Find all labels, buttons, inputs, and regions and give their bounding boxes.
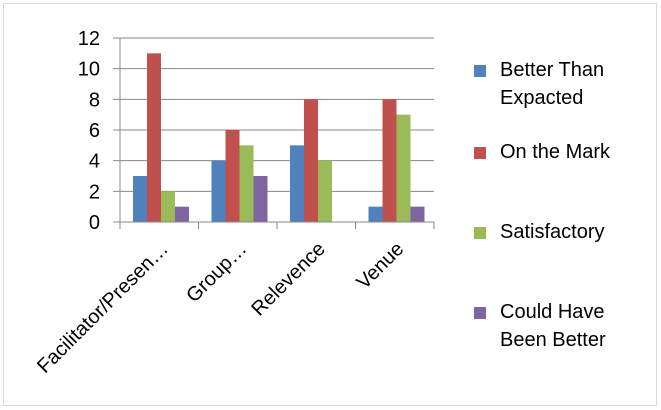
bar-better-than-expacted-facilitator-presen <box>133 176 147 222</box>
legend-label-line: Better Than <box>500 59 604 81</box>
bar-could-have-been-better-venue <box>410 206 425 222</box>
y-tick-label-4: 4 <box>89 151 100 173</box>
x-tick-labels: Facilitator/Presen… Group…Relevence Venue <box>33 238 408 378</box>
bar-could-have-been-better-group <box>253 176 268 222</box>
y-tick-labels: 0 2 4 6 8 10 12 <box>78 28 100 234</box>
x-tick-label-group: Group… <box>182 238 251 307</box>
bar-satisfactory-facilitator-presen <box>161 191 175 222</box>
y-tick-label-6: 6 <box>89 120 100 142</box>
bar-on-the-mark-relevence <box>304 99 318 222</box>
legend-label-satisfactory: Satisfactory <box>500 221 604 243</box>
y-tick-label-8: 8 <box>89 89 100 111</box>
bar-satisfactory-relevence <box>318 160 332 222</box>
legend-swatch-on-the-mark <box>474 147 486 159</box>
bars <box>133 53 425 223</box>
legend-swatch-satisfactory <box>474 227 486 239</box>
legend-label-line: Could Have <box>500 301 605 323</box>
y-tick-label-2: 2 <box>89 181 100 203</box>
legend-label-line: Been Better <box>500 329 606 351</box>
bar-on-the-mark-venue <box>382 99 397 222</box>
legend-label-on-the-mark: On the Mark <box>500 141 611 163</box>
legend-label-line: On the Mark <box>500 141 611 163</box>
legend-label-could-have-been-better: Could Have Been Better <box>500 301 606 351</box>
bar-better-than-expacted-venue <box>368 206 383 222</box>
bar-satisfactory-venue <box>396 114 411 222</box>
x-tick-label-venue: Venue <box>353 238 409 294</box>
x-tick-label-relevence: Relevence <box>247 238 329 320</box>
legend-label-line: Satisfactory <box>500 221 604 243</box>
bar-better-than-expacted-group <box>211 160 226 222</box>
legend-swatch-could-have-been-better <box>474 307 486 319</box>
bar-satisfactory-group <box>239 145 254 222</box>
bar-could-have-been-better-facilitator-presen <box>175 206 189 222</box>
axes <box>113 37 435 229</box>
x-tick-label-facilitator-presen: Facilitator/Presen… <box>33 238 173 378</box>
y-tick-label-10: 10 <box>78 59 100 81</box>
bar-on-the-mark-facilitator-presen <box>147 53 161 223</box>
bar-better-than-expacted-relevence <box>290 145 304 222</box>
legend-label-line: Expacted <box>500 87 583 109</box>
legend: Better Than Expacted On the Mark Satisfacto… <box>474 59 611 351</box>
y-tick-label-0: 0 <box>89 212 100 234</box>
legend-swatch-better-than-expacted <box>474 65 486 77</box>
legend-label-better-than-expacted: Better Than Expacted <box>500 59 604 109</box>
y-tick-label-12: 12 <box>78 28 100 50</box>
bar-on-the-mark-group <box>225 130 240 222</box>
